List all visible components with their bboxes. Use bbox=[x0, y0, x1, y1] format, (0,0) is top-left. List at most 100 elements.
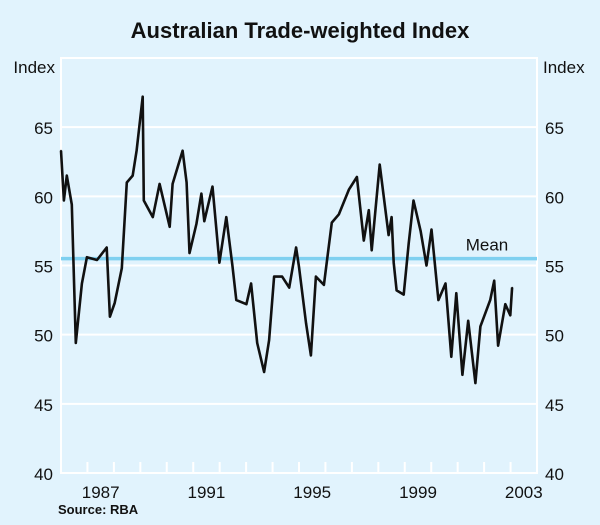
y-tick-label-left: 55 bbox=[34, 258, 53, 277]
data-point bbox=[250, 282, 253, 285]
y-tick-label-right: 50 bbox=[545, 327, 564, 346]
data-point bbox=[80, 282, 83, 285]
mean-label: Mean bbox=[466, 236, 509, 255]
data-point bbox=[430, 228, 433, 231]
data-point bbox=[412, 199, 415, 202]
y-tick-label-left: 40 bbox=[34, 465, 53, 484]
data-point bbox=[370, 249, 373, 252]
y-tick-label-right: 40 bbox=[545, 465, 564, 484]
data-point bbox=[151, 216, 154, 218]
data-point bbox=[268, 339, 271, 342]
y-tick-label-right: 55 bbox=[545, 258, 564, 277]
data-point bbox=[338, 213, 340, 216]
x-tick-label: 1995 bbox=[293, 483, 331, 502]
source-note: Source: RBA bbox=[58, 502, 139, 517]
data-point bbox=[225, 216, 228, 218]
data-point bbox=[158, 182, 161, 185]
y-tick-label-left: 60 bbox=[34, 188, 53, 207]
data-point bbox=[235, 299, 238, 301]
data-point bbox=[387, 234, 390, 236]
chart-title: Australian Trade-weighted Index bbox=[130, 18, 470, 43]
data-point bbox=[295, 246, 297, 249]
data-point bbox=[437, 299, 440, 301]
data-point bbox=[273, 275, 276, 278]
data-point bbox=[444, 282, 447, 285]
y-tick-label-left: 50 bbox=[34, 327, 53, 346]
data-point bbox=[402, 293, 405, 296]
y-tick-label-left: 65 bbox=[34, 119, 53, 138]
data-point bbox=[298, 265, 300, 268]
data-point bbox=[322, 283, 325, 286]
data-point bbox=[203, 220, 206, 223]
data-point bbox=[263, 371, 265, 373]
data-point bbox=[188, 252, 191, 254]
data-point bbox=[211, 185, 214, 188]
data-point bbox=[105, 246, 108, 249]
data-point bbox=[135, 149, 138, 152]
data-point bbox=[378, 163, 381, 166]
data-point bbox=[125, 181, 128, 184]
data-point bbox=[356, 176, 358, 178]
data-point bbox=[419, 230, 422, 232]
y-tick-label-right: 45 bbox=[545, 396, 564, 415]
data-point bbox=[310, 354, 312, 357]
y-tick-label-right: 65 bbox=[545, 119, 564, 138]
data-point bbox=[455, 292, 458, 295]
data-point bbox=[65, 174, 68, 177]
data-point bbox=[109, 315, 111, 318]
series-line bbox=[59, 95, 514, 385]
data-point bbox=[113, 301, 116, 304]
data-point bbox=[70, 203, 73, 206]
data-point bbox=[407, 242, 410, 245]
y-axis-label-right: Index bbox=[543, 58, 585, 77]
data-point bbox=[461, 373, 464, 376]
data-point bbox=[195, 223, 198, 225]
data-point bbox=[504, 303, 507, 306]
data-point bbox=[315, 275, 317, 278]
data-point bbox=[288, 286, 291, 289]
data-point bbox=[497, 344, 500, 347]
data-point bbox=[489, 299, 492, 301]
data-point bbox=[511, 286, 514, 289]
data-point bbox=[425, 264, 428, 267]
data-point bbox=[392, 261, 395, 264]
data-point bbox=[305, 322, 308, 325]
data-point bbox=[63, 199, 65, 202]
x-tick-label: 2003 bbox=[505, 483, 543, 502]
data-point bbox=[450, 355, 453, 358]
data-point bbox=[96, 259, 98, 261]
data-point bbox=[395, 289, 398, 292]
data-point bbox=[281, 275, 283, 278]
data-point bbox=[474, 382, 477, 384]
data-point bbox=[362, 239, 365, 242]
x-tick-label: 1987 bbox=[82, 483, 120, 502]
y-axis-label-left: Index bbox=[13, 58, 55, 77]
data-point bbox=[348, 188, 350, 191]
data-point bbox=[142, 199, 145, 202]
data-point bbox=[218, 261, 221, 264]
data-point bbox=[256, 342, 259, 344]
x-tick-label: 1991 bbox=[188, 483, 226, 502]
data-point bbox=[60, 149, 62, 152]
y-tick-label-left: 45 bbox=[34, 396, 53, 415]
data-point bbox=[141, 95, 144, 98]
data-point bbox=[467, 319, 470, 322]
x-tick-label: 1999 bbox=[399, 483, 437, 502]
data-point bbox=[181, 149, 184, 152]
data-point bbox=[231, 264, 234, 267]
data-point bbox=[509, 314, 512, 317]
data-point bbox=[171, 182, 174, 185]
data-point bbox=[479, 325, 482, 328]
data-point bbox=[330, 221, 333, 224]
data-point bbox=[120, 267, 123, 270]
data-point bbox=[74, 342, 77, 344]
data-point bbox=[86, 256, 88, 259]
data-point bbox=[185, 181, 188, 184]
data-point bbox=[367, 209, 370, 212]
data-point bbox=[131, 174, 134, 177]
data-point bbox=[390, 216, 393, 218]
data-point bbox=[245, 303, 248, 306]
data-point bbox=[493, 279, 496, 282]
data-point bbox=[168, 225, 171, 228]
